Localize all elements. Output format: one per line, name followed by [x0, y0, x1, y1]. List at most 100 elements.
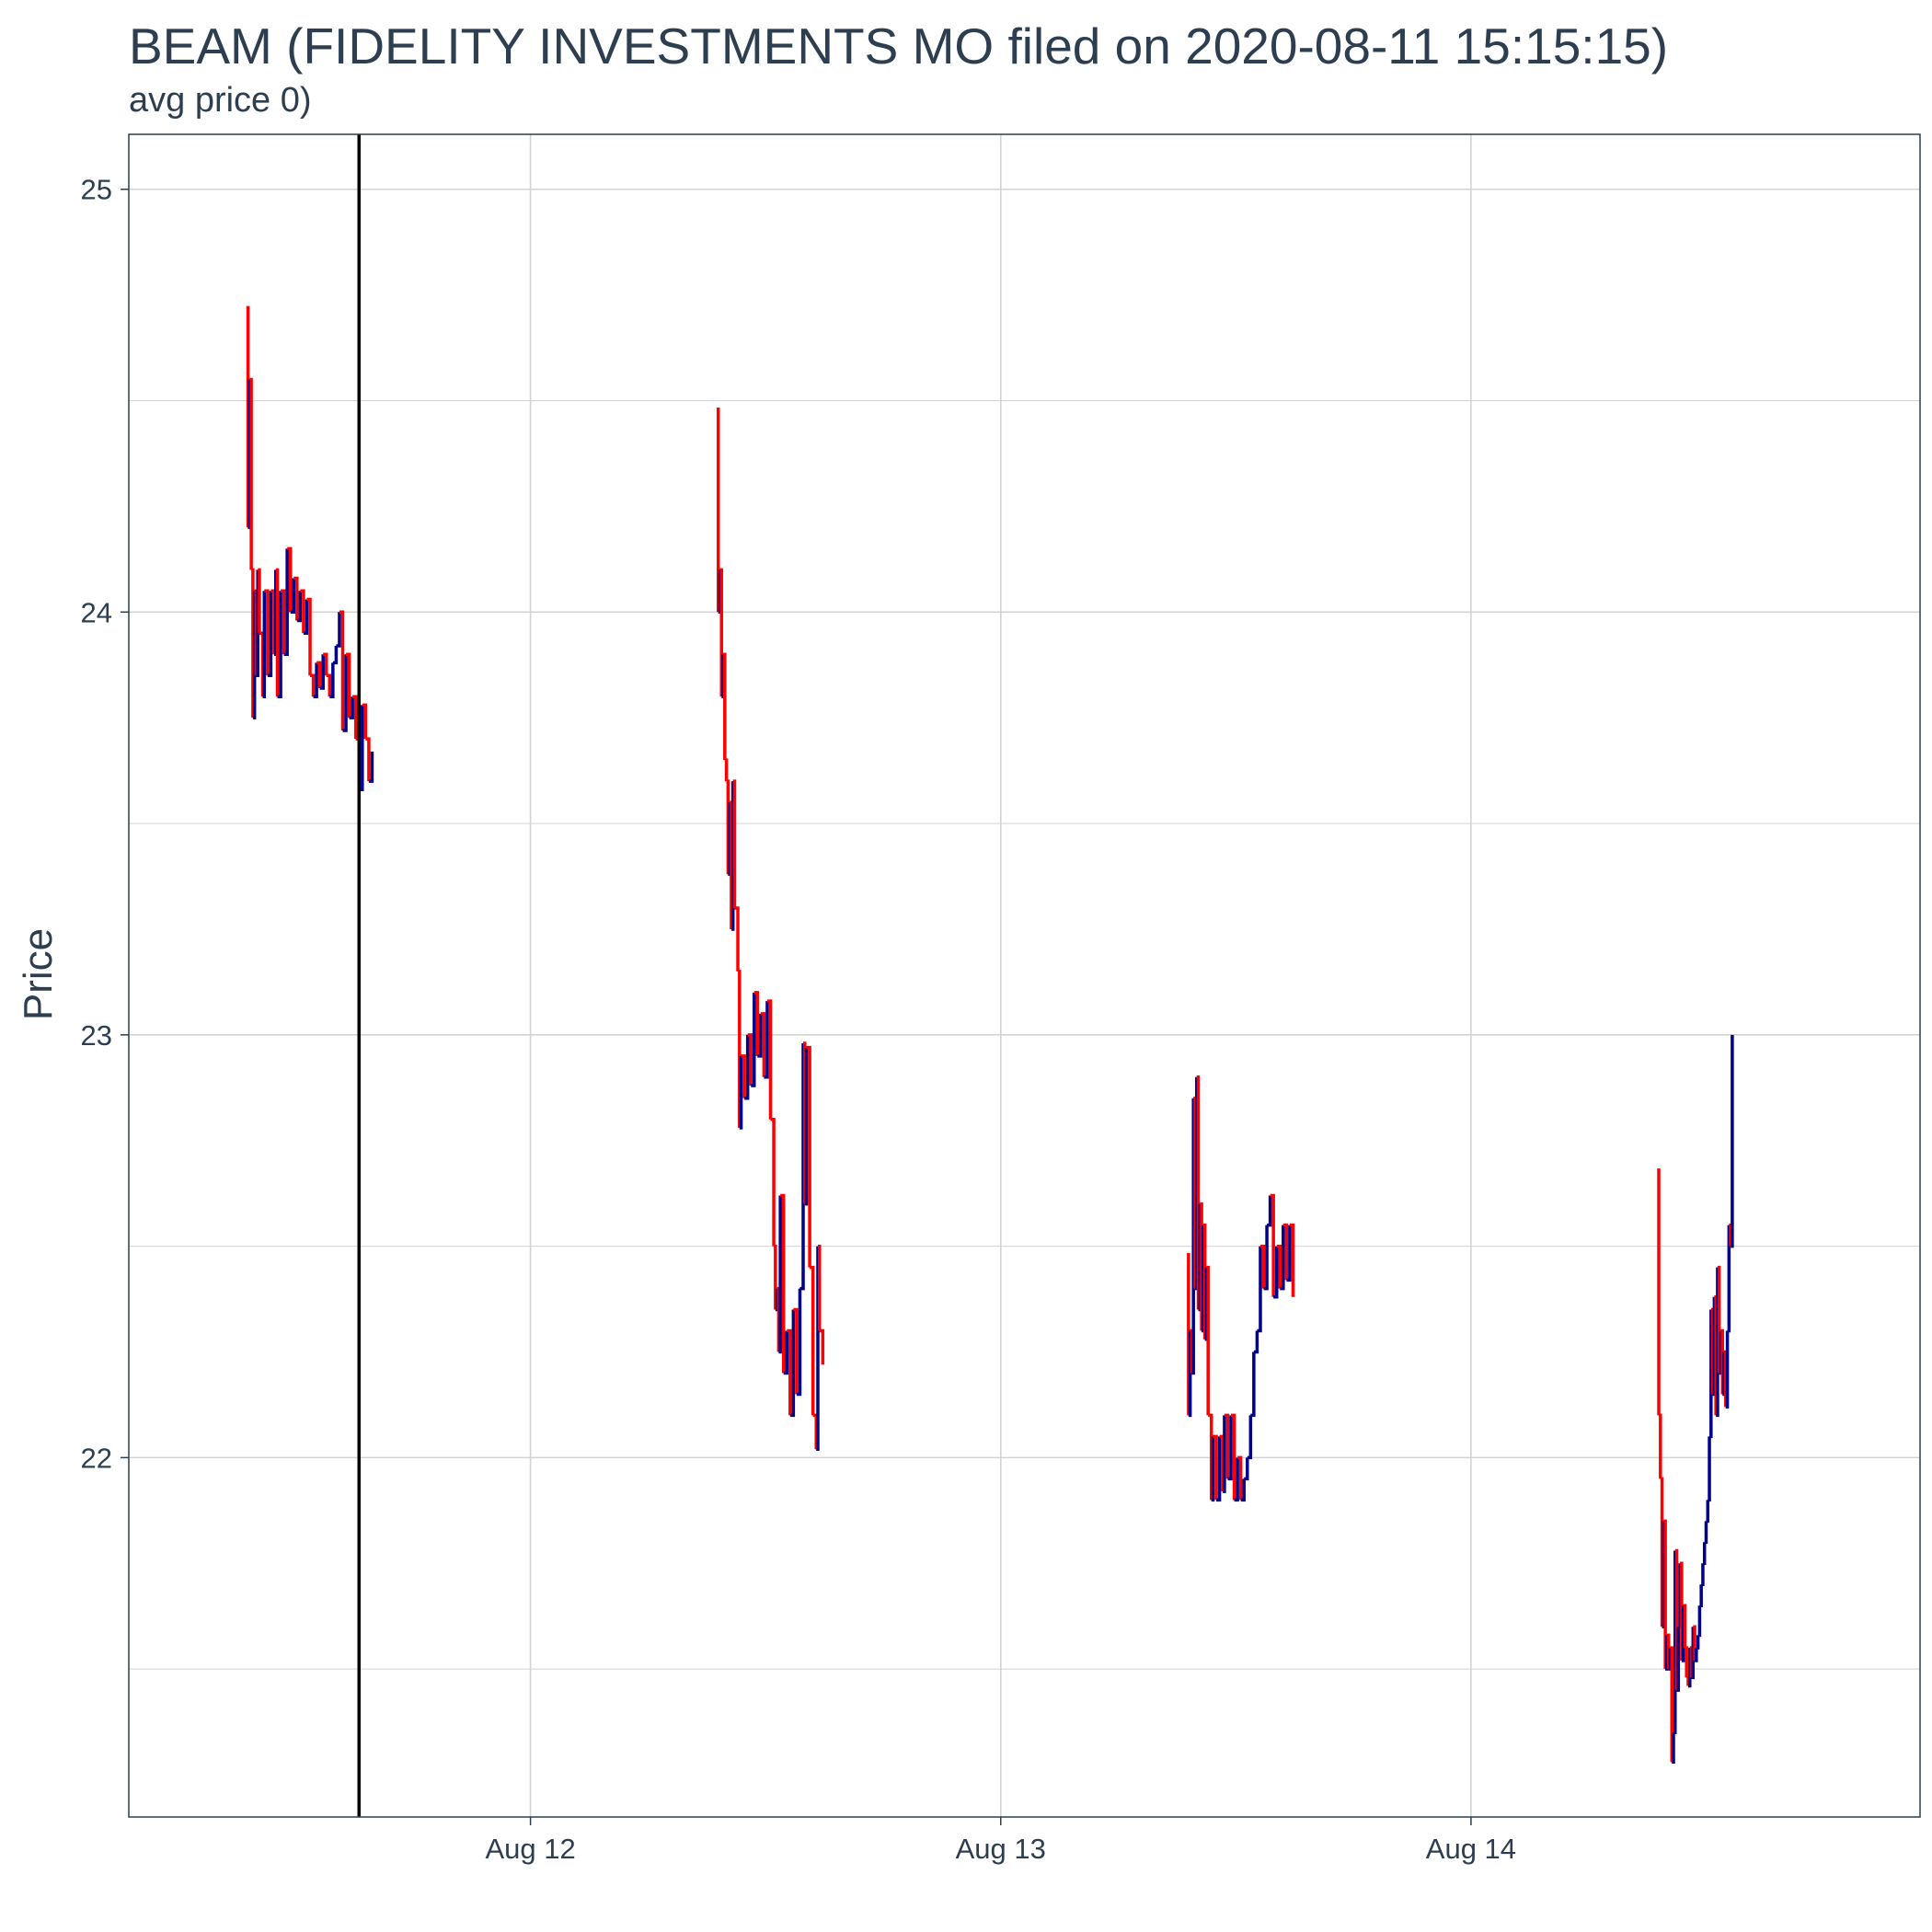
- price-step-down: [1714, 1295, 1718, 1416]
- price-step-down: [365, 737, 371, 782]
- price-step-down: [1190, 1328, 1194, 1374]
- price-step-down: [1270, 1193, 1275, 1297]
- price-step-down: [803, 1041, 807, 1204]
- price-step-up: [262, 591, 267, 698]
- price-step-up: [751, 992, 756, 1087]
- price-step-up: [1253, 1330, 1259, 1354]
- price-step-up: [1204, 1267, 1209, 1341]
- price-step-down: [1659, 1413, 1662, 1479]
- price-step-up: [1691, 1627, 1696, 1680]
- price-step-down: [716, 407, 720, 613]
- price-step-down: [306, 597, 312, 676]
- price-step-down: [1289, 1223, 1295, 1297]
- price-step-up: [775, 1288, 779, 1312]
- price-step-up: [1263, 1225, 1269, 1291]
- price-step-up: [273, 569, 278, 656]
- chart-title: BEAM (FIDELITY INVESTMENTS MO filed on 2…: [129, 17, 1669, 75]
- price-step-down: [719, 568, 724, 697]
- price-step-up: [1273, 1246, 1279, 1299]
- price-step-up: [764, 1001, 769, 1079]
- price-step-down: [316, 661, 322, 689]
- price-step-down: [1196, 1075, 1201, 1310]
- price-step-down: [1685, 1646, 1688, 1678]
- price-step-down: [287, 546, 293, 613]
- price-step-down: [810, 1265, 815, 1416]
- price-step-down: [1213, 1434, 1218, 1501]
- price-step-up: [757, 1013, 763, 1058]
- price-step-up: [277, 591, 282, 698]
- price-step-down: [323, 652, 328, 676]
- price-step-down: [1729, 1223, 1732, 1247]
- price-step-down: [1276, 1244, 1282, 1289]
- price-step-down: [259, 631, 265, 697]
- price-step-down: [1674, 1548, 1679, 1691]
- price-step-down: [362, 703, 368, 740]
- price-step-down: [747, 1033, 753, 1086]
- price-step-down: [310, 673, 316, 697]
- price-step-up: [789, 1309, 796, 1418]
- price-step-down: [724, 758, 729, 782]
- price-step-down: [730, 800, 733, 929]
- price-step-down: [1724, 1350, 1728, 1408]
- price-step-down: [1670, 1646, 1673, 1763]
- price-step-up: [256, 569, 259, 677]
- price-step-down: [293, 576, 299, 621]
- y-tick-label: 23: [81, 1019, 112, 1052]
- price-step-up: [313, 662, 318, 698]
- price-step-down: [300, 589, 305, 634]
- price-step-down: [264, 589, 270, 676]
- price-step-down: [753, 991, 760, 1056]
- price-step-down: [1686, 1675, 1690, 1686]
- price-step-up: [1280, 1225, 1285, 1291]
- price-step-up: [1668, 1648, 1673, 1671]
- price-step-up: [368, 751, 374, 783]
- price-step-down: [806, 1045, 811, 1268]
- price-step-up: [721, 654, 725, 698]
- price-series: [246, 305, 1734, 1765]
- price-step-up: [1701, 1563, 1705, 1586]
- price-step-up: [1697, 1605, 1702, 1638]
- price-step-up: [1731, 1034, 1734, 1248]
- y-tick-label: 24: [81, 596, 112, 628]
- price-step-down: [766, 999, 773, 1120]
- price-step-up: [336, 612, 341, 648]
- price-step-up: [1709, 1309, 1713, 1439]
- price-step-up: [1662, 1521, 1666, 1628]
- price-step-down: [249, 377, 253, 570]
- price-step-up: [1250, 1351, 1256, 1418]
- price-step-up: [303, 599, 309, 636]
- price-step-up: [1702, 1542, 1707, 1566]
- price-step-down: [1717, 1265, 1721, 1374]
- y-tick-label: 25: [81, 174, 112, 206]
- price-step-up: [744, 1034, 750, 1100]
- price-step-up: [1191, 1098, 1195, 1375]
- price-step-up: [804, 1047, 809, 1206]
- price-step-down: [339, 610, 345, 730]
- price-step-down: [1680, 1561, 1684, 1661]
- price-step-down: [741, 1054, 746, 1098]
- price-step-up: [816, 1246, 820, 1451]
- x-axis: Aug 12 Aug 13 Aug 14: [485, 1817, 1516, 1865]
- price-step-up: [1719, 1330, 1723, 1375]
- price-step-up: [329, 662, 335, 698]
- price-step-up: [1672, 1732, 1675, 1765]
- price-step-up: [1676, 1627, 1681, 1692]
- price-step-up: [1223, 1415, 1226, 1493]
- price-step-down: [774, 1244, 777, 1310]
- price-step-down: [723, 652, 727, 761]
- price-step-up: [1687, 1648, 1692, 1688]
- price-step-up: [1673, 1550, 1677, 1734]
- price-step-up: [290, 578, 296, 615]
- price-step-up: [1704, 1521, 1708, 1545]
- price-step-down: [819, 1328, 825, 1365]
- price-step-up: [783, 1330, 789, 1375]
- price-step-up: [778, 1195, 782, 1354]
- price-step-up: [718, 569, 722, 615]
- price-step-down: [1237, 1455, 1243, 1501]
- price-step-down: [1193, 1097, 1197, 1289]
- price-step-up: [796, 1288, 802, 1397]
- price-step-down: [1666, 1633, 1671, 1670]
- price-step-down: [787, 1328, 792, 1416]
- price-step-down: [776, 1286, 781, 1352]
